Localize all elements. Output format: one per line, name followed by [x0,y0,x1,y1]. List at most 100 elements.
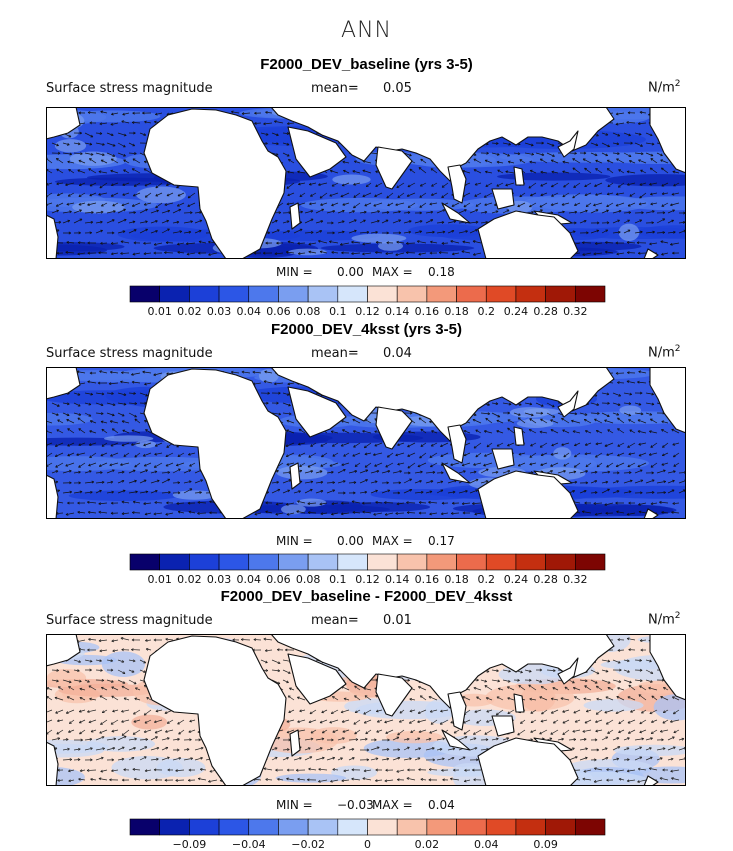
wind-vector [110,719,119,725]
wind-vector [117,412,125,417]
wind-vector [117,392,127,396]
wind-vector [414,470,423,474]
wind-vector [112,709,119,713]
wind-vector [656,747,666,751]
wind-vector [128,746,136,751]
wind-vector [396,182,405,188]
wind-vector [57,719,64,723]
wind-vector [84,402,92,406]
wind-vector [623,412,632,417]
wind-vector [262,251,273,255]
units-label: N/m2 [648,611,681,627]
wind-vector [574,696,581,701]
wind-vector [362,777,372,781]
wind-vector [352,170,361,174]
colorbar-swatch [456,818,487,836]
wind-vector [265,111,273,114]
wind-vector [128,391,136,395]
wind-vector [298,442,306,446]
wind-vector [551,170,559,174]
stress-patch [332,174,371,185]
wind-vector [144,778,152,782]
wind-vector [128,220,136,224]
wind-vector [458,470,466,474]
wind-vector [375,182,383,187]
wind-vector [667,746,676,751]
wind-vector [626,512,636,516]
wind-vector [497,169,504,174]
wind-vector [612,659,621,664]
units-exponent: 2 [674,79,681,89]
stress-patch [104,435,154,442]
wind-vector [73,758,81,762]
land-madagascar [289,462,301,490]
colorbar-swatch [278,285,309,303]
wind-vector [359,490,368,494]
wind-vector [656,469,666,474]
wind-vector [106,758,115,762]
variable-label: Surface stress magnitude [46,346,213,361]
wind-vector [606,202,614,208]
colorbar-tick-label: 0.14 [384,305,410,318]
wind-vector [385,252,394,256]
colorbar-tick-label: 0.01 [147,305,172,318]
wind-vector [87,648,97,652]
wind-vector [66,418,75,424]
wind-vector [593,779,603,783]
wind-vector [241,370,251,374]
colorbar-swatch [515,553,546,571]
wind-vector [419,182,427,187]
wind-vector [483,192,493,198]
colorbar-tick-label: 0.02 [177,573,202,586]
wind-vector [403,488,413,494]
wind-vector [310,729,317,734]
wind-vector [410,729,416,733]
wind-vector [529,452,537,458]
wind-vector [407,442,416,448]
wind-vector [381,211,390,214]
land-northamerica [649,634,686,701]
wind-vector [612,490,620,494]
wind-vector [429,452,438,458]
wind-vector [111,769,119,773]
wind-vector [530,719,537,724]
wind-vector [73,412,82,416]
wind-vector [66,696,75,701]
wind-vector [55,202,64,207]
wind-vector [560,697,570,701]
anomaly-blob [386,730,443,744]
land-borneo [491,448,515,470]
wind-vector [645,230,655,234]
wind-vector [540,192,548,197]
wind-vector [121,442,130,447]
colorbar-swatch [307,818,339,836]
wind-vector [634,491,643,495]
land-japan [557,657,579,685]
wind-vector [384,719,394,724]
wind-vector [189,719,196,723]
wind-vector [484,685,493,691]
anomaly-blob [583,699,644,712]
colorbar-tick-label: 0.24 [503,573,529,586]
wind-vector [155,202,163,209]
wind-vector [638,202,647,206]
wind-vector [441,241,449,245]
wind-vector [342,160,350,164]
wind-vector [172,737,180,741]
colorbar-tick-label: 0.03 [206,305,232,318]
wind-vector [329,240,339,244]
colorbar-tick-label: 0 [364,838,371,851]
wind-vector [186,252,196,256]
colorbar-tick-label: 0.18 [444,573,469,586]
wind-vector [337,737,345,741]
colorbar-swatch [218,285,250,303]
wind-vector [517,462,526,467]
wind-vector [595,709,603,715]
wind-vector [463,452,471,457]
wind-vector [286,768,295,772]
wind-vector [95,668,103,672]
colorbar-tick-label: 0.28 [533,573,558,586]
wind-vector [343,769,350,773]
wind-vector [315,737,325,741]
wind-vector [568,738,577,741]
